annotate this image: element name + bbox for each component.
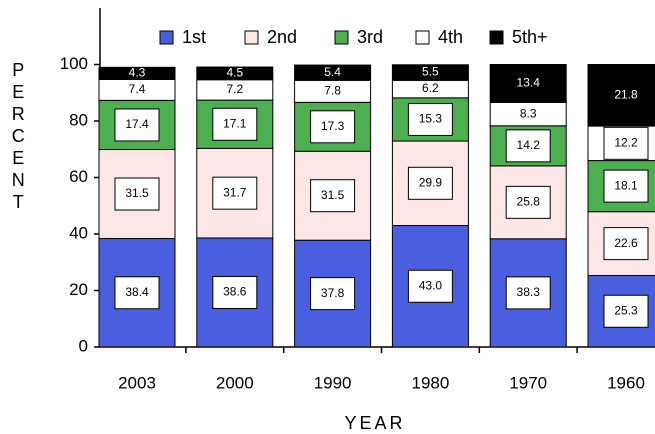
value-label: 17.1 xyxy=(223,116,247,130)
x-tick-label: 1970 xyxy=(509,373,547,392)
value-label: 5.5 xyxy=(422,65,439,79)
value-label-box xyxy=(310,179,356,213)
value-label-box xyxy=(603,294,649,328)
legend-swatch xyxy=(415,30,430,45)
y-tick-label: 60 xyxy=(69,167,88,186)
y-tick-label: 100 xyxy=(60,54,88,73)
value-label: 38.6 xyxy=(223,285,247,299)
value-label: 4.3 xyxy=(129,66,146,80)
bar-segment xyxy=(196,66,274,81)
legend-swatch xyxy=(334,30,349,45)
value-label-box xyxy=(114,276,160,310)
value-label-box xyxy=(603,126,649,160)
value-label: 31.7 xyxy=(223,185,247,199)
value-label: 15.3 xyxy=(419,112,443,126)
value-label: 37.8 xyxy=(321,286,345,300)
bar-segment xyxy=(587,64,655,127)
value-label-box xyxy=(505,185,551,219)
legend-label: 2nd xyxy=(267,27,297,47)
value-label-box xyxy=(603,227,649,261)
value-label: 7.2 xyxy=(226,82,243,96)
x-axis-label: YEAR xyxy=(344,413,405,433)
value-label: 38.4 xyxy=(125,285,149,299)
value-label: 18.1 xyxy=(614,178,638,192)
y-axis-label: PERCENT xyxy=(8,60,28,214)
value-label: 25.3 xyxy=(614,303,638,317)
legend-label: 1st xyxy=(182,27,206,47)
value-label: 7.4 xyxy=(129,82,146,96)
value-label-box xyxy=(505,129,551,163)
value-label-box xyxy=(212,275,258,309)
value-label: 4.5 xyxy=(226,66,243,80)
value-label: 17.4 xyxy=(125,117,149,131)
value-label: 31.5 xyxy=(125,186,149,200)
value-label-box xyxy=(310,277,356,311)
legend-label: 5th+ xyxy=(512,27,548,47)
x-tick-label: 1990 xyxy=(314,373,352,392)
value-label-box xyxy=(505,276,551,310)
bar-segment xyxy=(391,64,469,81)
y-tick-label: 80 xyxy=(69,110,88,129)
value-label: 14.2 xyxy=(517,138,541,152)
value-label-box xyxy=(603,169,649,203)
value-label-box xyxy=(407,102,453,136)
bar-segment xyxy=(294,64,372,81)
value-label: 43.0 xyxy=(419,278,443,292)
value-label-box xyxy=(212,176,258,210)
x-tick-label: 1960 xyxy=(607,373,645,392)
value-label-box xyxy=(212,107,258,141)
x-tick-label: 2003 xyxy=(118,373,156,392)
x-tick-label: 1980 xyxy=(411,373,449,392)
legend-swatch xyxy=(489,30,504,45)
x-tick-label: 2000 xyxy=(216,373,254,392)
value-label: 22.6 xyxy=(614,236,638,250)
value-label: 17.3 xyxy=(321,119,345,133)
value-label: 38.3 xyxy=(517,285,541,299)
y-tick-label: 20 xyxy=(69,280,88,299)
legend-label: 4th xyxy=(438,27,463,47)
value-label-box xyxy=(407,166,453,200)
bar-segment xyxy=(98,66,176,80)
value-label: 25.8 xyxy=(517,195,541,209)
y-tick-label: 40 xyxy=(69,223,88,242)
value-label: 13.4 xyxy=(517,76,541,90)
value-label: 29.9 xyxy=(419,175,443,189)
legend-swatch xyxy=(244,30,259,45)
bar-segment xyxy=(98,238,176,348)
value-label-box xyxy=(114,108,160,142)
value-label: 7.8 xyxy=(324,84,341,98)
legend-swatch xyxy=(159,30,174,45)
value-label: 21.8 xyxy=(614,87,638,101)
y-tick-label: 0 xyxy=(79,336,88,355)
value-label-box xyxy=(407,269,453,303)
value-label: 31.5 xyxy=(321,188,345,202)
value-label: 5.4 xyxy=(324,65,341,79)
legend-label: 3rd xyxy=(357,27,383,47)
value-label: 12.2 xyxy=(614,135,638,149)
value-label: 6.2 xyxy=(422,81,439,95)
value-label-box xyxy=(114,177,160,211)
value-label-box xyxy=(310,110,356,144)
value-label: 8.3 xyxy=(520,106,537,120)
bar-segment xyxy=(489,64,567,103)
